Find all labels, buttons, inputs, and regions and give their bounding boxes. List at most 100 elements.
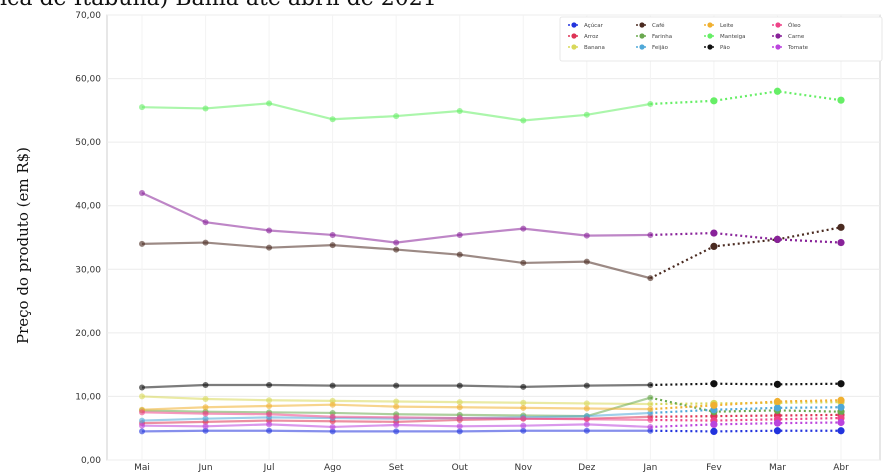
data-point — [456, 415, 463, 422]
data-point — [393, 382, 400, 389]
legend-box — [559, 16, 883, 62]
data-point — [773, 380, 782, 388]
legend-label: Banana — [584, 45, 605, 51]
data-point — [456, 399, 463, 406]
data-point — [583, 427, 590, 434]
data-point — [456, 251, 463, 258]
y-tick-label: 50,00 — [75, 138, 101, 148]
data-point — [456, 107, 463, 114]
x-tick-label: Fev — [706, 463, 722, 473]
x-tick-label: Nov — [514, 463, 532, 473]
data-point — [773, 87, 782, 95]
x-tick-label: Abr — [833, 463, 849, 473]
data-point — [393, 239, 400, 246]
data-point — [773, 397, 782, 406]
legend-label: Arroz — [584, 34, 598, 40]
forecast-line — [650, 413, 842, 418]
legend-item: Arroz — [568, 33, 598, 40]
data-point — [647, 381, 654, 388]
legend-item: Feijão — [636, 44, 669, 51]
data-point — [710, 242, 718, 250]
legend-marker — [571, 33, 577, 39]
x-tick-label: Jul — [263, 463, 275, 473]
data-point — [837, 427, 845, 435]
data-point — [202, 415, 209, 422]
series-tomate — [139, 418, 845, 430]
data-point — [139, 409, 145, 416]
data-point — [266, 227, 273, 234]
data-point — [773, 419, 782, 427]
data-point — [139, 240, 145, 247]
y-tick-label: 0,00 — [81, 456, 101, 466]
data-point — [520, 422, 527, 429]
data-point — [710, 427, 718, 435]
data-point — [266, 381, 273, 388]
legend-marker — [639, 22, 645, 28]
data-point — [520, 399, 527, 406]
legend-item: Tomate — [772, 44, 809, 51]
y-tick-label: 60,00 — [75, 75, 101, 85]
legend-marker — [775, 33, 781, 39]
legend-marker — [707, 44, 713, 50]
data-point — [837, 403, 845, 411]
data-point — [837, 223, 845, 231]
data-point — [393, 428, 400, 435]
data-point — [837, 396, 845, 404]
legend-label: Óleo — [788, 22, 801, 29]
data-point — [520, 259, 527, 266]
data-point — [139, 393, 145, 400]
data-point — [456, 423, 463, 430]
data-point — [202, 239, 209, 246]
data-point — [266, 421, 273, 428]
data-point — [139, 190, 145, 196]
data-point — [583, 232, 590, 239]
legend-label: Farinha — [652, 34, 672, 40]
legend-item: Café — [636, 22, 665, 29]
x-tick-label: Mar — [769, 463, 786, 473]
data-point — [647, 394, 654, 401]
data-point — [710, 401, 718, 409]
data-point — [139, 422, 145, 429]
data-point — [329, 401, 336, 408]
data-point — [456, 231, 463, 238]
forecast-line — [650, 231, 842, 244]
forecast-line — [650, 396, 842, 413]
data-point — [329, 382, 336, 389]
data-point — [202, 404, 209, 411]
y-tick-label: 70,00 — [75, 11, 101, 21]
data-point — [710, 380, 718, 388]
x-tick-label: Jun — [198, 463, 213, 473]
x-tick-label: Jan — [642, 463, 657, 473]
series-feijão — [139, 403, 845, 424]
data-point — [456, 404, 463, 411]
data-point — [202, 427, 209, 434]
data-point — [329, 423, 336, 430]
data-point — [456, 382, 463, 389]
data-point — [773, 235, 782, 244]
legend-item: Leite — [704, 22, 734, 29]
data-point — [583, 111, 590, 118]
data-point — [266, 427, 273, 434]
data-point — [393, 422, 400, 429]
data-point — [393, 414, 400, 421]
legend-label: Carne — [788, 34, 805, 40]
legend-label: Manteiga — [720, 34, 746, 40]
data-point — [202, 105, 209, 112]
legend-item: Farinha — [636, 33, 672, 40]
forecast-line — [650, 421, 842, 429]
data-point — [647, 416, 654, 423]
data-point — [266, 244, 273, 251]
x-tick-label: Out — [452, 463, 469, 473]
data-point — [520, 427, 527, 434]
data-point — [520, 404, 527, 411]
data-point — [266, 397, 273, 404]
data-point — [837, 418, 845, 427]
data-point — [393, 113, 400, 120]
legend-item: Óleo — [772, 22, 801, 29]
series-óleo — [139, 409, 845, 425]
data-point — [837, 96, 845, 104]
data-point — [202, 381, 209, 388]
data-point — [647, 423, 654, 430]
legend-label: Feijão — [652, 45, 669, 51]
